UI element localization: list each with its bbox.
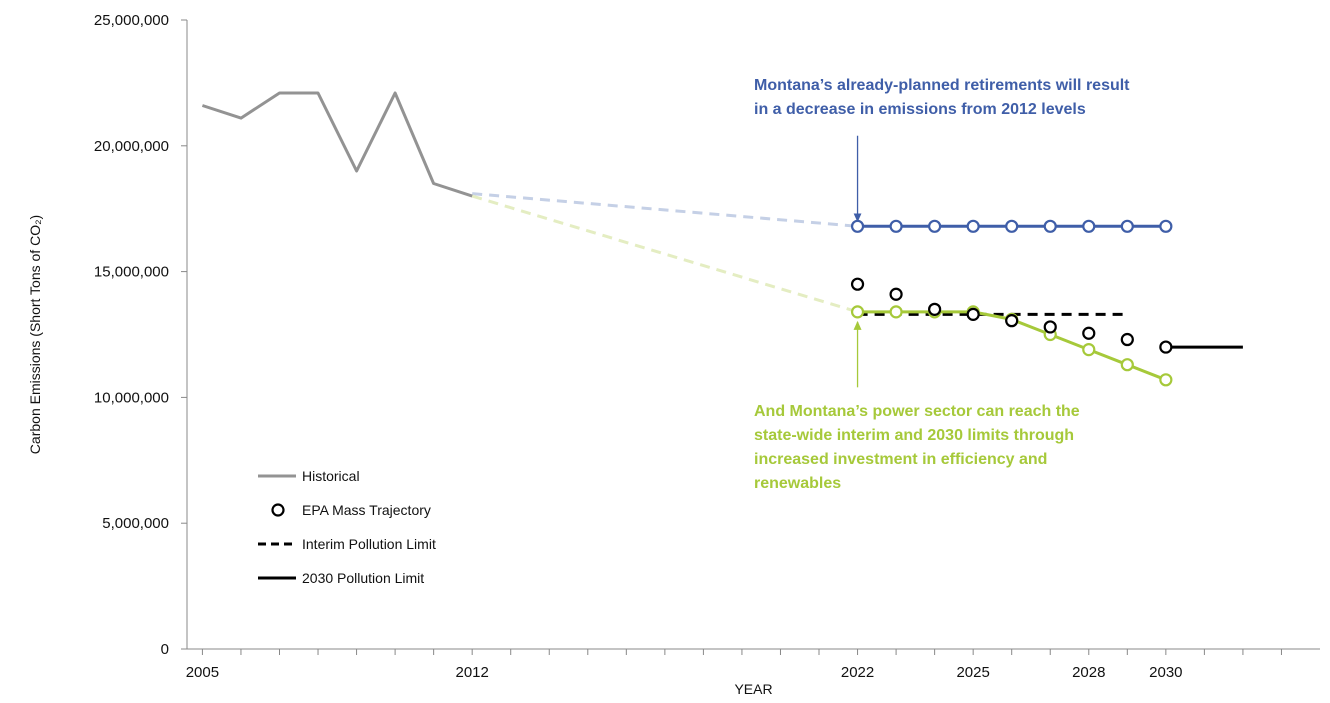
y-tick-label: 20,000,000 — [94, 138, 169, 155]
y-tick-label: 0 — [161, 641, 169, 658]
planned-retirements-point — [1043, 219, 1057, 233]
efficiency-renewables-point — [889, 305, 903, 319]
retirements-annotation: Montana’s already-planned retirements wi… — [754, 77, 1130, 223]
planned-retirements-point — [1120, 219, 1134, 233]
x-tick-label: 2030 — [1149, 664, 1182, 681]
epa-mass-trajectory-point — [966, 307, 980, 321]
legend-swatch-circle — [271, 503, 285, 517]
planned-retirements-point — [1005, 219, 1019, 233]
power-sector-annotation-text-line: And Montana’s power sector can reach the — [754, 403, 1080, 420]
planned-retirements-point — [928, 219, 942, 233]
power-sector-annotation-text-line: state-wide interim and 2030 limits throu… — [754, 427, 1074, 444]
y-axis-title: Carbon Emissions (Short Tons of CO₂) — [27, 215, 43, 454]
epa-mass-trajectory-point — [850, 277, 865, 291]
epa-mass-trajectory-point — [1043, 320, 1057, 334]
planned-retirements-point — [1082, 219, 1096, 233]
efficiency-renewables-point — [1159, 373, 1173, 387]
y-tick-label: 5,000,000 — [102, 515, 169, 532]
legend-label: EPA Mass Trajectory — [302, 502, 431, 518]
series-planned-retirements — [850, 219, 1173, 233]
power-sector-annotation-text-line: increased investment in efficiency and — [754, 451, 1047, 468]
efficiency-renewables-point — [1082, 342, 1096, 357]
planned-retirements-point — [889, 219, 903, 233]
epa-mass-trajectory-point — [1120, 332, 1134, 347]
series-historical — [201, 91, 473, 198]
power-sector-annotation: And Montana’s power sector can reach the… — [754, 320, 1080, 492]
blue-projection-line — [472, 192, 858, 228]
efficiency-renewables-point — [1120, 358, 1134, 372]
legend-label: Historical — [302, 468, 360, 484]
x-tick-label: 2012 — [455, 664, 488, 681]
plot-series — [201, 91, 1243, 387]
epa-mass-trajectory-point — [889, 287, 903, 301]
x-tick-label: 2028 — [1072, 664, 1105, 681]
efficiency-renewables-point — [850, 305, 865, 319]
legend-item-epa-mass-trajectory: EPA Mass Trajectory — [271, 502, 431, 518]
legend-label: 2030 Pollution Limit — [302, 570, 424, 586]
x-axis-title: YEAR — [734, 681, 772, 697]
epa-mass-trajectory-point — [1159, 340, 1173, 354]
planned-retirements-point — [966, 219, 980, 233]
epa-mass-trajectory-point — [1082, 326, 1096, 340]
legend-item-pollution-limit-2030: 2030 Pollution Limit — [258, 570, 424, 586]
planned-retirements-point — [1159, 219, 1173, 233]
series-green-projection — [471, 194, 859, 314]
annotations: Montana’s already-planned retirements wi… — [754, 77, 1130, 492]
legend-item-interim-pollution-limit: Interim Pollution Limit — [258, 536, 436, 552]
x-tick-label: 2025 — [956, 664, 989, 681]
series-blue-projection — [472, 192, 858, 228]
epa-mass-trajectory-point — [1005, 314, 1019, 328]
x-tick-label: 2022 — [841, 664, 874, 681]
retirements-annotation-text-line: Montana’s already-planned retirements wi… — [754, 77, 1130, 94]
power-sector-annotation-text-line: renewables — [754, 475, 841, 492]
legend-item-historical: Historical — [258, 468, 360, 484]
legend: Historical EPA Mass Trajectory Interim Pol… — [258, 468, 436, 586]
y-tick-label: 15,000,000 — [94, 264, 169, 281]
x-tick-label: 2005 — [186, 664, 219, 681]
retirements-annotation-text-line: in a decrease in emissions from 2012 lev… — [754, 101, 1086, 118]
y-tick-label: 25,000,000 — [94, 12, 169, 29]
series-epa-mass-trajectory — [850, 277, 1173, 354]
legend-label: Interim Pollution Limit — [302, 536, 436, 552]
planned-retirements-point — [850, 219, 865, 233]
green-projection-line — [471, 194, 859, 314]
historical-line — [201, 91, 473, 198]
axes: 0 5,000,000 10,000,000 15,000,000 20,000,000… — [27, 12, 1320, 697]
y-tick-label: 10,000,000 — [94, 389, 169, 406]
epa-mass-trajectory-point — [928, 302, 942, 316]
